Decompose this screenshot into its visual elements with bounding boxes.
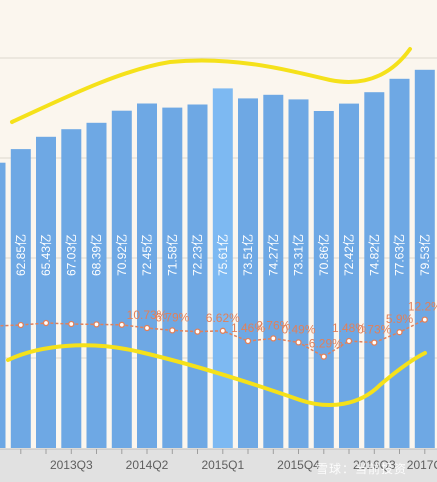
growth-label: 6.62% xyxy=(206,311,240,325)
bar xyxy=(313,111,334,448)
bar-value-label: 74.27亿 xyxy=(265,234,280,276)
bar-value-label: 70.86亿 xyxy=(316,234,331,276)
growth-point xyxy=(68,320,75,328)
x-tick-label: 2015Q1 xyxy=(201,458,244,472)
x-axis-band xyxy=(0,449,437,482)
growth-point xyxy=(17,321,24,329)
bar-value-label: 73.51亿 xyxy=(240,234,255,276)
bar xyxy=(263,94,284,449)
bar xyxy=(187,104,208,448)
growth-point xyxy=(93,321,100,328)
bar-value-label: 70.92亿 xyxy=(114,234,129,276)
annotation-layer xyxy=(6,47,427,407)
growth-line xyxy=(0,318,426,358)
bar xyxy=(389,78,410,449)
growth-point xyxy=(118,321,125,328)
bar xyxy=(288,99,309,449)
growth-label: 12.2% xyxy=(408,300,437,314)
growth-label: 6.79% xyxy=(155,310,189,324)
x-tick-label: 2014Q2 xyxy=(126,458,169,472)
bar-value-label: 68.39亿 xyxy=(89,234,104,276)
bar xyxy=(414,69,435,449)
bars-layer xyxy=(0,69,435,449)
x-tick-label: 2015Q4 xyxy=(277,458,320,472)
growth-point xyxy=(219,327,226,334)
growth-point xyxy=(169,327,176,334)
bar-value-label: 72.23亿 xyxy=(190,234,205,276)
bar-value-label: 72.45亿 xyxy=(139,234,154,276)
bar xyxy=(212,88,233,449)
bar-labels-layer: 62.85亿 65.43亿 67.03亿 68.39亿 70.92亿 72.45亿 71.5… xyxy=(13,234,432,276)
bar-value-label: 73.31亿 xyxy=(291,234,306,276)
bar-value-label: 77.63亿 xyxy=(392,234,407,276)
bar xyxy=(238,98,258,449)
bar xyxy=(61,129,82,448)
bar xyxy=(137,103,157,448)
growth-label: 0.73% xyxy=(357,323,391,337)
growth-label: 1.46% xyxy=(231,321,265,335)
growth-point xyxy=(244,337,252,345)
bar xyxy=(339,103,359,448)
growth-point xyxy=(421,316,428,323)
bar xyxy=(86,122,107,449)
bar-value-label: 62.85亿 xyxy=(13,234,28,276)
x-tick-label: 2016Q3 xyxy=(353,458,396,472)
bar-value-label: 65.43亿 xyxy=(38,234,53,276)
x-tick-label: 2017Q xyxy=(407,458,437,472)
growth-label: 10.73% xyxy=(127,308,168,322)
growth-point xyxy=(270,335,277,342)
x-tick-label: 2013Q3 xyxy=(50,458,93,472)
growth-point xyxy=(320,353,327,360)
annotation-curve-top xyxy=(10,47,412,124)
growth-point xyxy=(143,324,151,332)
bar xyxy=(10,149,31,448)
bar-value-label: 74.82亿 xyxy=(366,234,381,276)
growth-label: 0.49% xyxy=(281,322,315,336)
growth-label: -6.29% xyxy=(305,337,343,351)
bar xyxy=(111,110,132,448)
growth-point xyxy=(345,337,353,345)
growth-label: 5.9% xyxy=(386,312,414,326)
growth-point xyxy=(42,319,50,327)
bar xyxy=(36,136,56,449)
annotation-curve-bottom xyxy=(6,343,427,407)
bar-value-label: 71.58亿 xyxy=(164,234,179,276)
growth-point xyxy=(194,328,201,335)
x-axis: 2013Q3 2014Q2 2015Q1 2015Q4 2016Q3 2017Q xyxy=(0,448,437,482)
bar-value-label: 79.53亿 xyxy=(417,234,432,276)
bar-value-label: 72.42亿 xyxy=(341,234,356,276)
bar xyxy=(162,107,183,448)
growth-point xyxy=(396,329,403,336)
growth-line-layer: 10.73%6.79% 6.62%1.46%2.76%0.49%-6.29% 1.4… xyxy=(0,300,437,360)
growth-point xyxy=(295,339,302,346)
bar-value-label: 75.61亿 xyxy=(215,234,230,276)
bar xyxy=(0,162,6,448)
watermark-text: 雪球：当前投资 xyxy=(316,462,408,476)
growth-label: 2.76% xyxy=(256,318,290,332)
growth-point xyxy=(371,339,378,346)
growth-label: 1.48% xyxy=(332,321,366,335)
bar xyxy=(364,92,385,448)
bar-value-label: 67.03亿 xyxy=(63,234,78,276)
